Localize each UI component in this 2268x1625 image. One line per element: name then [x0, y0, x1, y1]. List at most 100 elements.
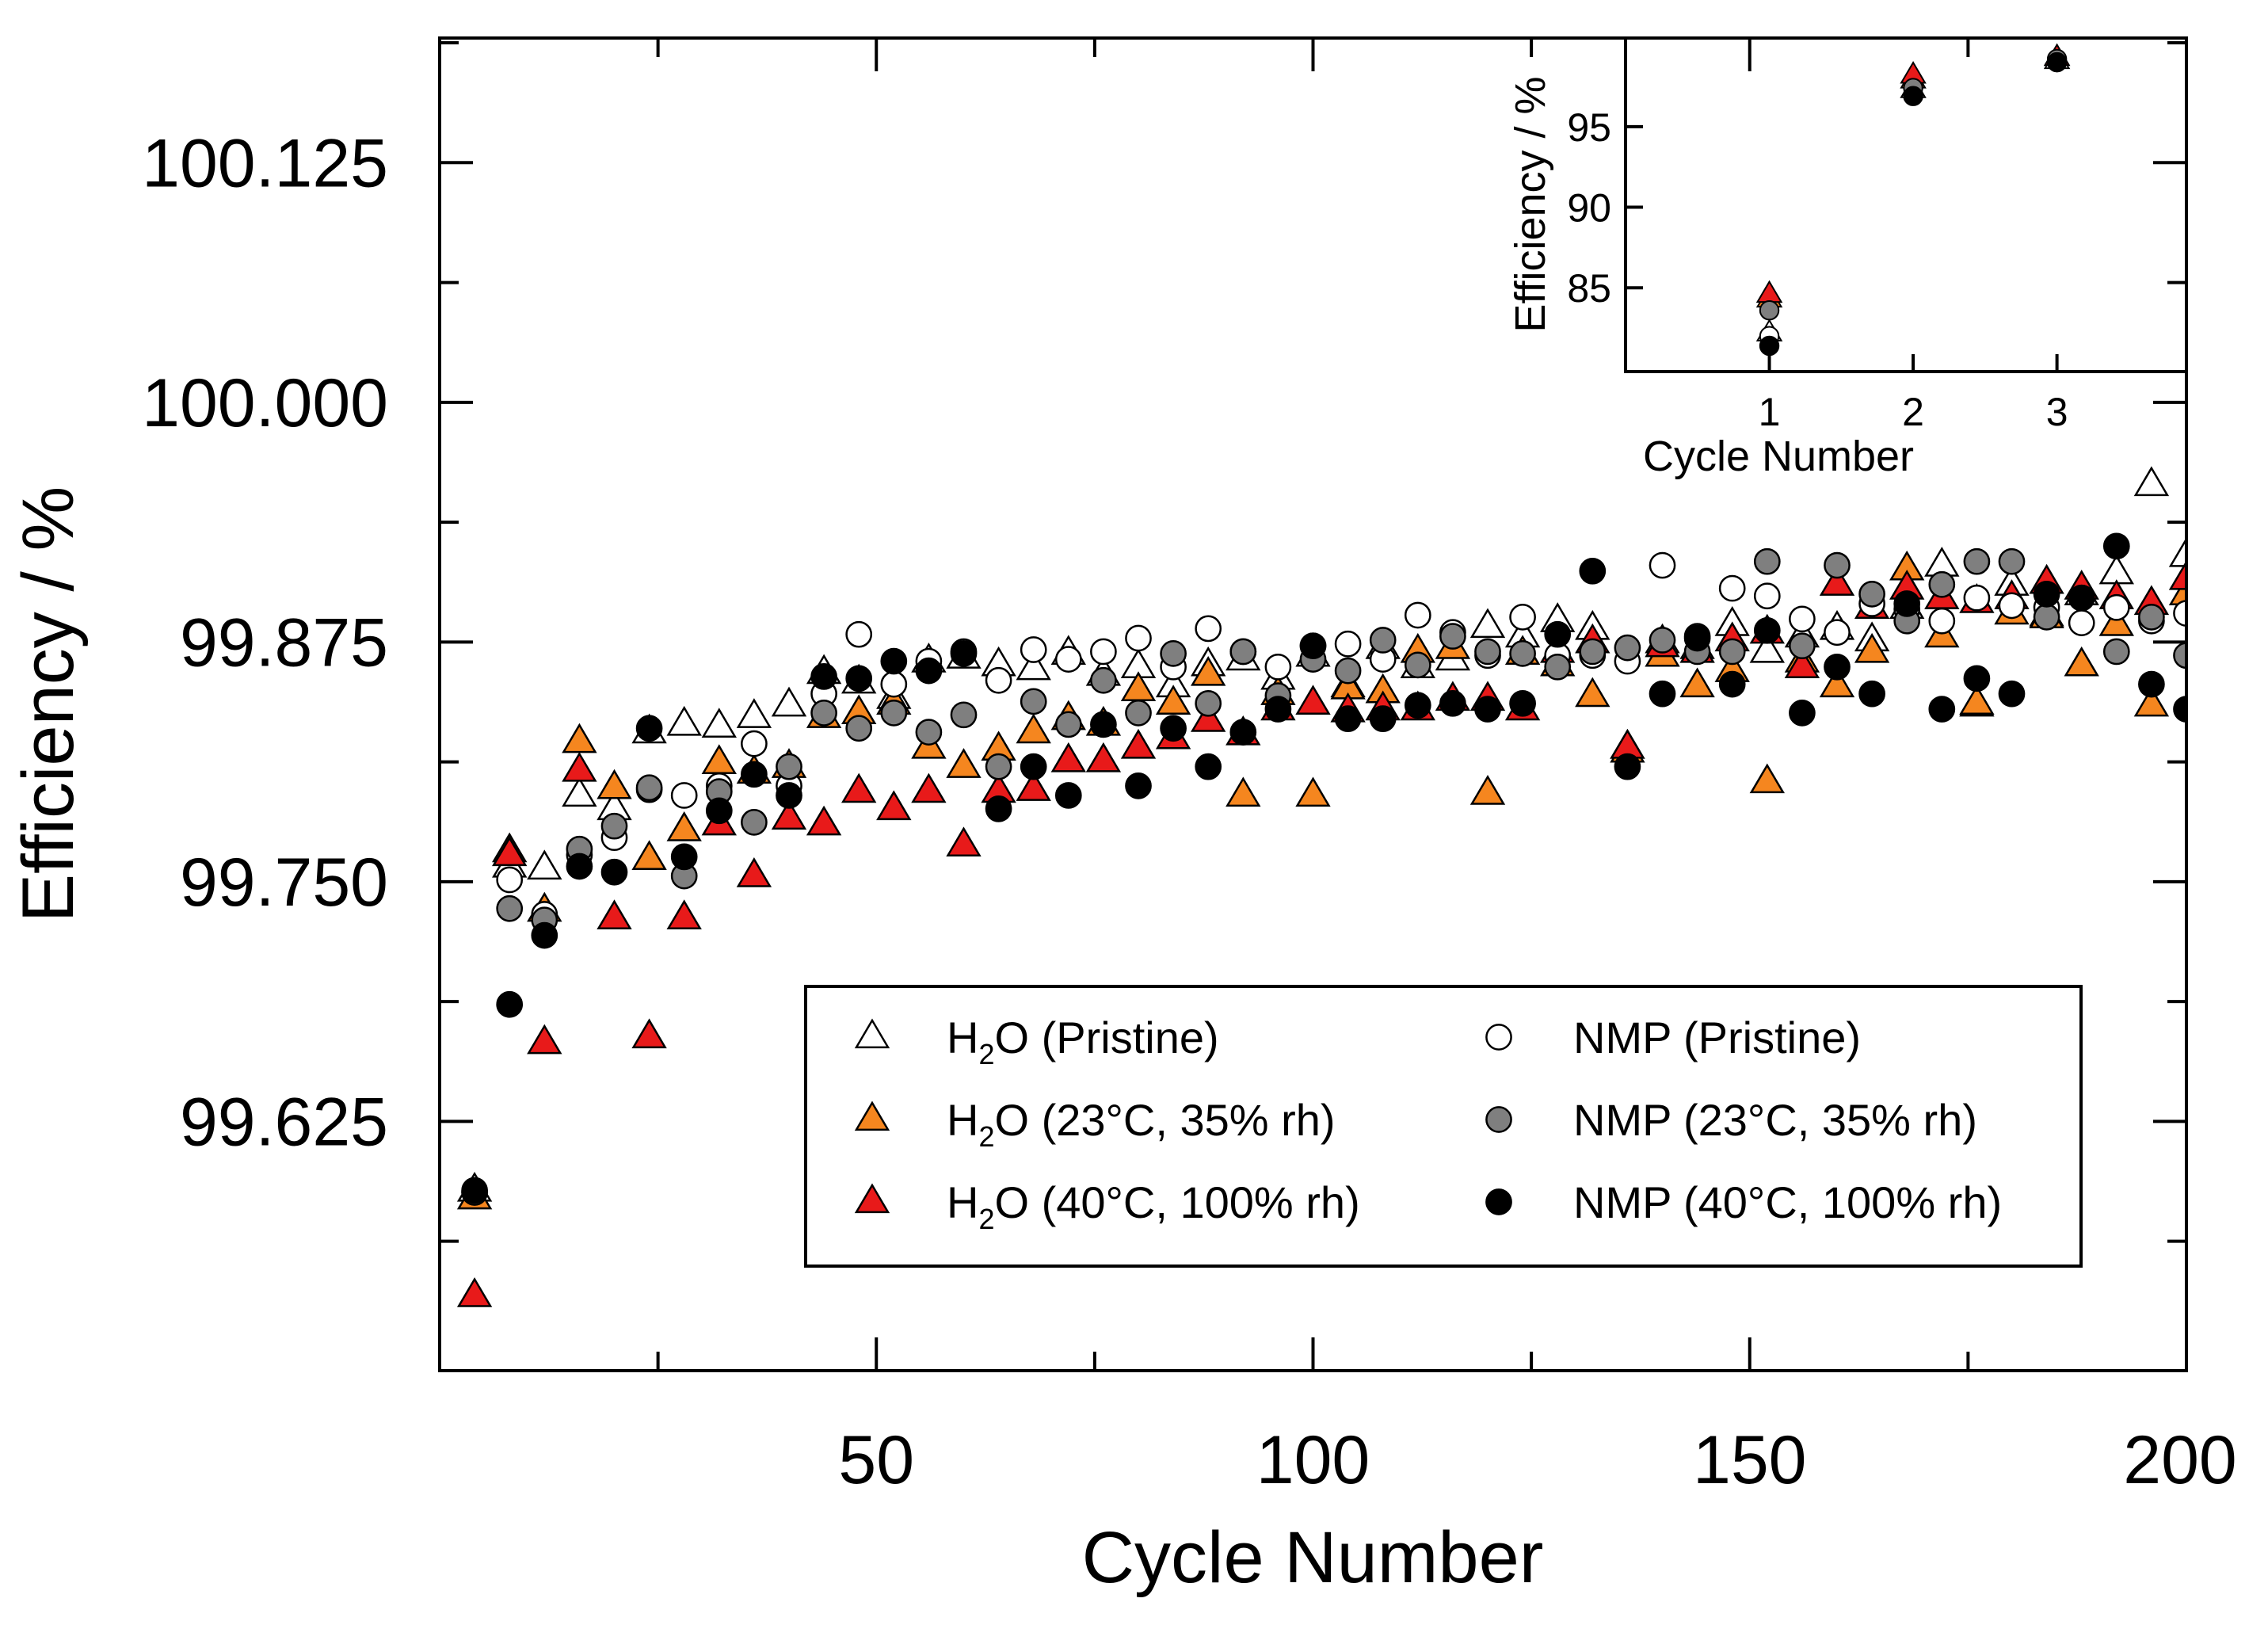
data-point — [810, 663, 837, 690]
data-point — [985, 753, 1012, 780]
data-point — [1789, 632, 1816, 660]
data-point — [1229, 638, 1257, 666]
data-point — [1125, 624, 1152, 652]
legend-box — [804, 985, 2083, 1268]
data-point — [1998, 547, 2026, 575]
data-point — [810, 700, 837, 727]
data-point — [1749, 632, 1785, 663]
data-point — [1575, 677, 1610, 708]
data-point — [1334, 630, 1362, 658]
data-point — [705, 797, 733, 825]
legend-entry-h2o-23c-35-rh: H2O (23°C, 35% rh) — [854, 1095, 1336, 1153]
series-nmp-40c-100-rh — [461, 532, 2186, 1204]
data-point — [1789, 700, 1816, 727]
inset-y-tick-labels: 85 90 95 — [1567, 105, 1611, 311]
data-point — [806, 805, 842, 836]
data-point — [950, 640, 978, 667]
x-tick-label: 150 — [1693, 1422, 1807, 1498]
data-point — [985, 795, 1012, 822]
data-point — [670, 782, 698, 809]
data-point — [1474, 696, 1501, 723]
data-point — [1893, 590, 1921, 617]
data-point — [950, 701, 978, 729]
data-point — [597, 769, 632, 799]
data-point — [1264, 696, 1292, 723]
data-point — [1160, 715, 1187, 742]
main-x-axis-title: Cycle Number — [1082, 1517, 1544, 1598]
data-point — [2133, 466, 2170, 497]
main-axis-ticks — [440, 38, 2188, 1371]
data-point — [1090, 666, 1117, 694]
data-point — [635, 774, 663, 802]
inset-x-tick-label: 3 — [2046, 390, 2068, 434]
data-point — [1191, 655, 1226, 686]
data-point — [527, 1024, 562, 1055]
data-point — [1544, 620, 1572, 648]
data-point — [946, 826, 982, 857]
legend-marker — [854, 1018, 890, 1049]
data-point — [562, 751, 597, 782]
data-point — [845, 620, 873, 648]
inset-axis-ticks — [1626, 124, 2059, 372]
data-point — [946, 748, 982, 778]
data-point — [1509, 604, 1536, 631]
legend-label: H2O (Pristine) — [947, 1013, 1219, 1070]
data-point — [2098, 606, 2134, 636]
legend-marker — [1485, 1024, 1512, 1051]
data-point — [915, 719, 943, 746]
data-point — [1020, 636, 1047, 663]
data-point — [2102, 532, 2130, 560]
data-point — [880, 647, 908, 675]
data-point — [1016, 650, 1051, 681]
data-point — [876, 790, 912, 821]
data-point — [2133, 686, 2170, 717]
legend-entry-h2o-pristine: H2O (Pristine) — [854, 1013, 1219, 1070]
data-point — [531, 921, 558, 949]
data-point — [1404, 601, 1431, 629]
y-tick-label: 100.000 — [142, 365, 388, 441]
data-point — [776, 753, 802, 780]
data-point — [1579, 557, 1607, 585]
data-point — [1824, 619, 1851, 647]
legend-label: NMP (23°C, 35% rh) — [1573, 1095, 1977, 1145]
legend-entries: H2O (Pristine) H2O (23°C, 35% rh) H2O (40°… — [854, 1013, 2002, 1235]
main-y-axis-title: Efficiency / % — [8, 486, 89, 923]
data-point — [1649, 627, 1676, 654]
data-point — [1299, 632, 1327, 660]
legend-marker — [1485, 1188, 1512, 1215]
inset-x-tick-label: 2 — [1902, 390, 1924, 434]
y-tick-label: 99.750 — [180, 845, 388, 921]
data-point — [1509, 640, 1536, 667]
data-point — [915, 657, 943, 685]
data-point — [666, 811, 702, 841]
data-point — [1439, 623, 1466, 650]
data-point — [880, 670, 908, 698]
data-point — [1120, 728, 1157, 759]
legend-entry-nmp-40c-100-rh: NMP (40°C, 100% rh) — [1485, 1177, 2002, 1227]
legend-entry-nmp-pristine: NMP (Pristine) — [1485, 1013, 1861, 1062]
data-point — [496, 866, 524, 894]
legend-label: H2O (40°C, 100% rh) — [947, 1177, 1360, 1235]
legend-entry-nmp-23c-35-rh: NMP (23°C, 35% rh) — [1485, 1095, 1977, 1145]
data-point — [1753, 616, 1781, 644]
data-point — [1579, 638, 1607, 666]
data-point — [1963, 665, 1991, 692]
data-point — [1683, 624, 1711, 652]
data-point — [1679, 667, 1715, 698]
data-point — [1963, 547, 1991, 575]
data-point — [1195, 753, 1222, 780]
inset-y-tick-label: 95 — [1567, 105, 1611, 150]
data-point — [1054, 711, 1082, 738]
data-point — [1928, 570, 1956, 598]
data-point — [736, 857, 772, 887]
data-point — [1858, 680, 1885, 708]
inset-y-tick-label: 90 — [1567, 186, 1611, 231]
data-point — [1404, 651, 1431, 679]
inset-x-tick-labels: 1 2 3 — [1759, 390, 2068, 434]
data-point — [1195, 615, 1222, 643]
data-point — [1264, 653, 1292, 681]
data-point — [1614, 753, 1641, 780]
